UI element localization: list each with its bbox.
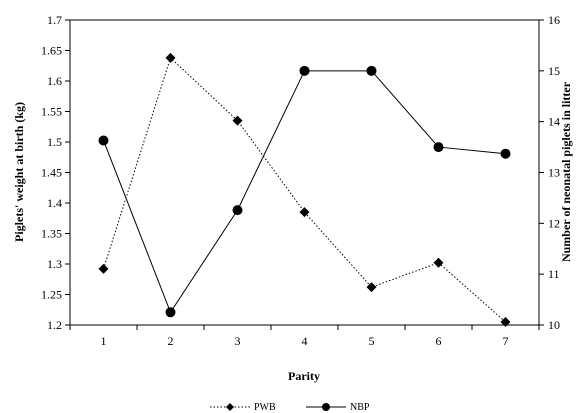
plot-area xyxy=(69,19,540,326)
x-tick-label: 2 xyxy=(168,334,174,348)
legend-nbp-label: NBP xyxy=(350,402,370,413)
series-nbp-point xyxy=(299,65,310,76)
right-axis-label: Number of neonatal piglets in litter xyxy=(559,81,573,262)
series-pwb-point xyxy=(299,207,310,218)
y-tick-label: 1.5 xyxy=(47,135,62,149)
left-axis-label: Piglets' weight at birth (kg) xyxy=(12,102,26,242)
legend-pwb-marker xyxy=(226,403,234,411)
x-tick-label: 5 xyxy=(369,334,375,348)
series-pwb-point xyxy=(366,282,377,293)
y2-tick-label: 13 xyxy=(548,166,560,180)
x-tick-label: 1 xyxy=(101,334,107,348)
x-axis-ticks: 1 2 3 4 5 6 7 xyxy=(69,325,540,348)
y2-tick-label: 15 xyxy=(548,64,560,78)
x-tick-label: 7 xyxy=(503,334,509,348)
series-pwb-point xyxy=(232,115,243,126)
x-axis-label: Parity xyxy=(288,369,320,383)
y-tick-label: 1.55 xyxy=(41,105,62,119)
legend: PWB NBP xyxy=(210,402,370,413)
x-tick-label: 3 xyxy=(235,334,241,348)
y-tick-label: 1.65 xyxy=(41,44,62,58)
y2-tick-label: 16 xyxy=(548,13,560,27)
series-pwb-point xyxy=(98,263,109,274)
series-nbp-point xyxy=(165,307,176,318)
y-tick-label: 1.35 xyxy=(41,227,62,241)
series-pwb-point xyxy=(500,316,511,327)
x-tick-label: 4 xyxy=(302,334,308,348)
series-nbp-point xyxy=(433,142,444,153)
left-axis-ticks: 1.2 1.25 1.3 1.35 1.4 1.45 1.5 1.55 1.6 1.65 1.7 xyxy=(41,13,70,332)
legend-pwb-label: PWB xyxy=(254,402,276,413)
y-tick-label: 1.45 xyxy=(41,166,62,180)
y2-tick-label: 10 xyxy=(548,318,560,332)
y2-tick-label: 12 xyxy=(548,216,560,230)
legend-nbp-marker xyxy=(322,403,330,411)
series-layer xyxy=(98,52,511,327)
series-pwb-point xyxy=(165,52,176,63)
series-nbp-point xyxy=(366,65,377,76)
y-tick-label: 1.25 xyxy=(41,288,62,302)
series-pwb-point xyxy=(433,257,444,268)
y2-tick-label: 11 xyxy=(548,267,560,281)
series-nbp-point xyxy=(232,205,243,216)
right-axis-ticks: 10 11 12 13 14 15 16 xyxy=(539,13,560,332)
y-tick-label: 1.3 xyxy=(47,257,62,271)
y-tick-label: 1.2 xyxy=(47,318,62,332)
y-tick-label: 1.4 xyxy=(47,196,62,210)
y2-tick-label: 14 xyxy=(548,115,560,129)
y-tick-label: 1.7 xyxy=(47,13,62,27)
y-tick-label: 1.6 xyxy=(47,74,62,88)
series-nbp-point xyxy=(500,148,511,159)
x-tick-label: 6 xyxy=(436,334,442,348)
series-nbp-point xyxy=(98,135,109,146)
